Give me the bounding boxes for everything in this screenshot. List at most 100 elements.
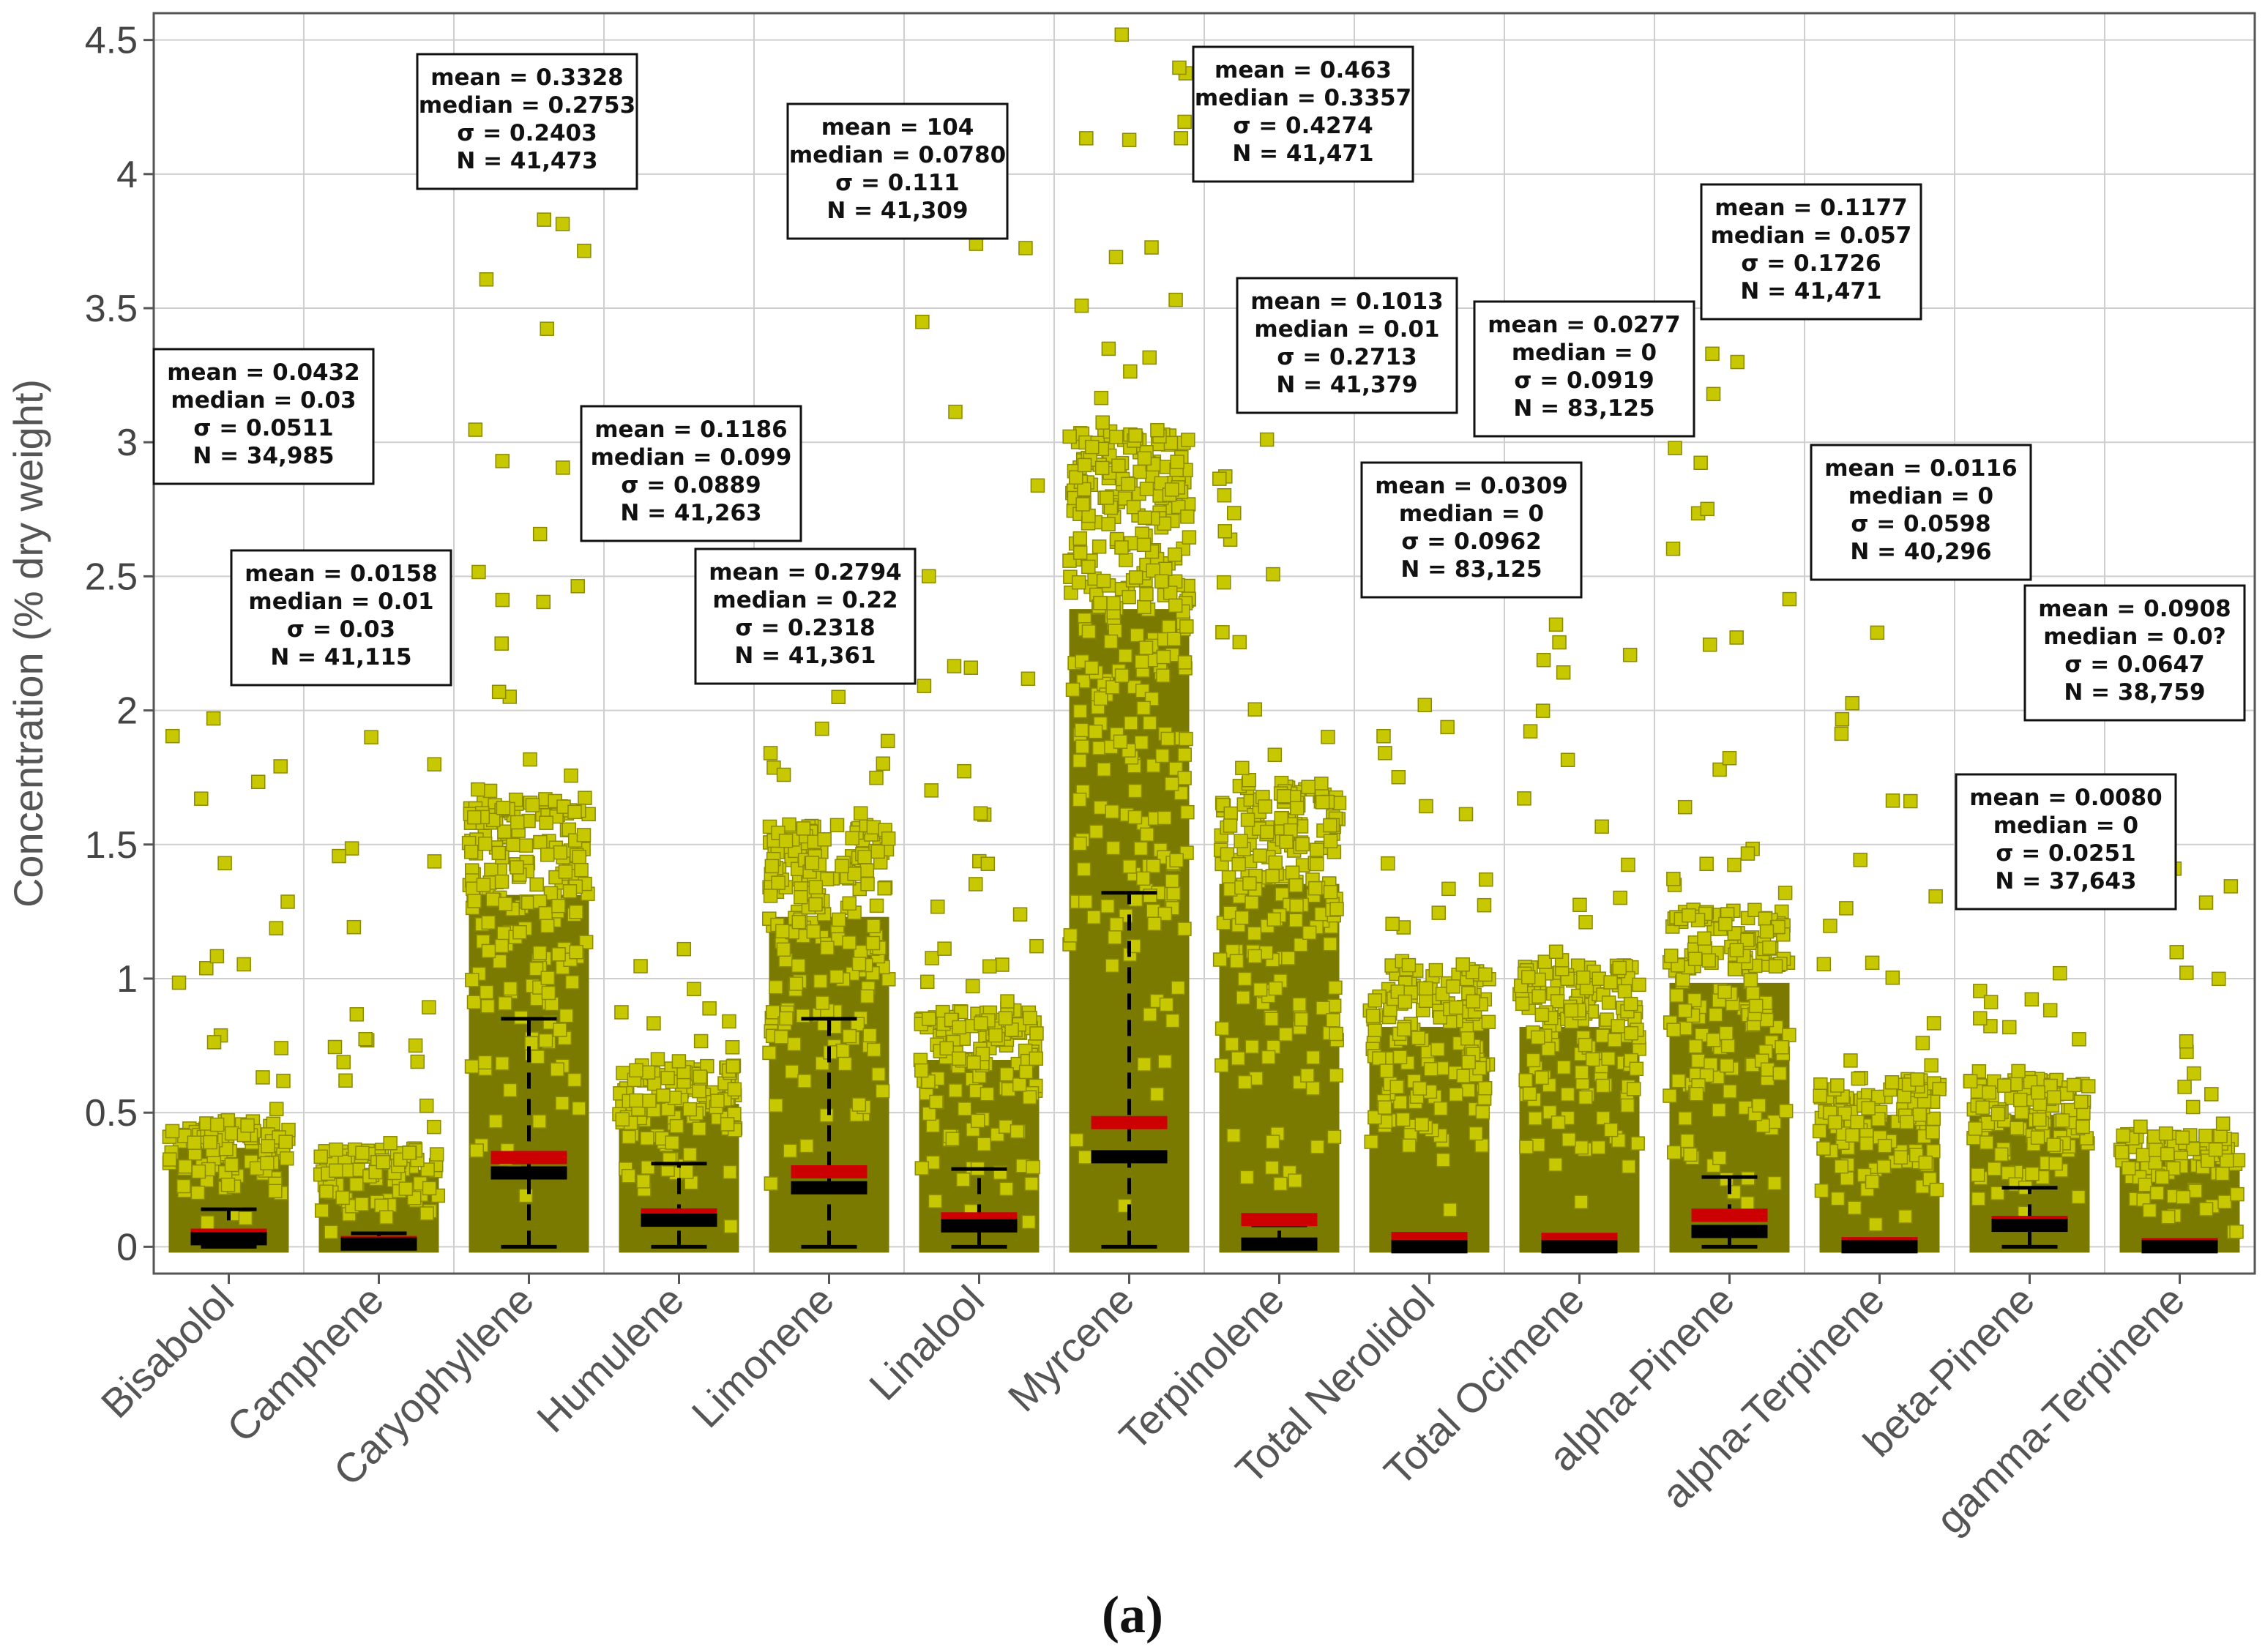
data-point [860,876,875,892]
stat-box-frame [1473,300,1695,438]
data-point [354,1197,370,1211]
data-point [480,998,496,1014]
data-point [1689,1087,1704,1102]
outlier-point [980,856,996,871]
data-point [1285,865,1300,881]
y-axis-ticks: 0 0.5 1 1.5 2 2.5 3 3.5 4 4.5 [85,20,154,1268]
plot-frame [152,12,2256,1275]
data-point [1247,926,1262,941]
data-point [1214,1021,1230,1036]
outlier-point [1095,415,1110,430]
data-point [1221,870,1236,885]
data-point [765,1005,780,1020]
data-point [1968,1121,1983,1136]
data-point [955,1173,971,1187]
data-point [764,859,780,874]
outlier-point [650,1052,665,1066]
data-point [1114,668,1130,683]
outlier-point [338,1073,353,1088]
median-marker [1391,1240,1468,1254]
outlier-point [280,894,295,909]
stat-line: mean = 0.0080 [1969,785,2163,811]
data-point [220,1177,236,1192]
data-point [1328,980,1343,995]
data-point [1107,930,1122,945]
outlier-point [349,1007,365,1022]
data-point [922,1012,936,1026]
median-marker [1541,1240,1618,1254]
data-point [1526,1053,1541,1068]
data-point [1179,731,1193,747]
data-point [1220,847,1235,861]
stat-line: median = 0 [1399,501,1544,527]
data-point [1088,724,1103,739]
outlier-point [2187,1066,2201,1081]
data-point [1264,1012,1279,1027]
data-point [1307,881,1323,896]
data-point [492,954,507,969]
median-marker [1241,1237,1318,1251]
data-point [355,1145,370,1160]
data-point [808,880,824,894]
data-point [324,1225,339,1240]
data-point [859,863,875,878]
data-point [533,834,548,850]
outlier-point [2133,1119,2148,1135]
data-point [1226,1128,1241,1143]
outlier-point [1242,773,1256,788]
data-point [1531,1137,1545,1152]
median-marker [641,1214,717,1227]
data-point [939,1041,954,1056]
outlier-point [1666,872,1681,886]
data-point [1072,753,1087,769]
data-point [1154,574,1169,589]
data-point [1084,660,1100,676]
data-point [2176,1189,2191,1205]
summary-markers [190,891,2218,1254]
data-point [1169,853,1184,868]
data-point [1423,1062,1439,1077]
data-point [1094,460,1110,476]
outlier-point [1217,575,1231,590]
data-point [1772,1066,1788,1081]
data-point [859,989,875,1004]
data-point [1481,1014,1496,1030]
data-point [1149,1087,1165,1102]
outlier-point [1172,60,1187,75]
data-point [2121,1161,2136,1176]
outlier-point [1455,957,1471,972]
data-point [1412,1081,1428,1096]
data-point [538,905,553,921]
data-point [679,1165,694,1179]
outlier-point [532,526,548,542]
outlier-point [1517,791,1531,806]
max-point [1705,346,1720,362]
data-point [1816,1141,1831,1156]
data-point [1876,1159,1892,1174]
outlier-point [995,957,1010,972]
data-point [2032,1112,2047,1127]
data-point [1877,1138,1892,1154]
outlier-point [1621,857,1635,872]
outlier-point [919,974,935,990]
max-point [831,689,846,705]
data-point [1994,1147,2009,1162]
data-point [555,1096,570,1110]
data-point [710,1094,725,1108]
data-point [692,1121,706,1136]
data-point [1157,1054,1172,1069]
data-point [559,1008,574,1023]
stat-box-frame [786,102,1009,240]
outlier-point [471,782,485,797]
data-point [1092,539,1107,554]
outlier-point [925,951,939,965]
outlier-point [876,756,891,771]
outlier-point [982,959,997,974]
data-point [1078,894,1093,909]
data-point [1288,1173,1302,1188]
median-marker [190,1232,267,1246]
outlier-point [1142,350,1157,365]
data-point [1155,748,1170,763]
data-point [2075,1119,2090,1135]
